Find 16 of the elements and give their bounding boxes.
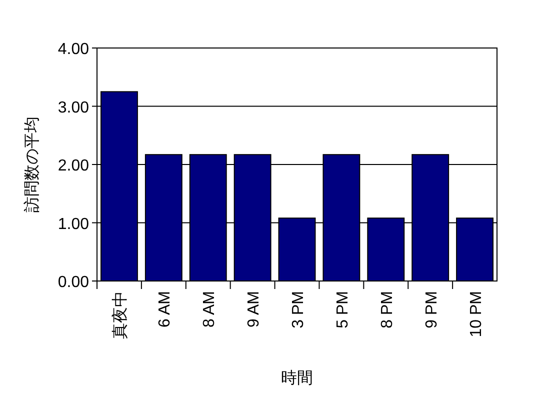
x-tick-label: 9 PM xyxy=(423,291,440,328)
x-tick-label: 6 AM xyxy=(156,291,174,328)
x-tick-label: 9 AM xyxy=(246,291,263,328)
y-tick-label: 2.00 xyxy=(58,158,90,174)
x-tick-label: 10 PM xyxy=(468,291,485,338)
x-tick-label: 8 PM xyxy=(378,291,396,328)
y-axis-title: 訪問数の平均 xyxy=(23,116,41,212)
y-tick-label: 1.00 xyxy=(58,216,90,233)
y-tick-label: 3.00 xyxy=(58,99,90,116)
y-tick-label: 4.00 xyxy=(58,41,90,58)
y-tick-label: 0.00 xyxy=(58,274,90,291)
x-tick-label: 5 PM xyxy=(334,291,352,328)
x-tick-label: 真夜中 xyxy=(111,291,130,339)
x-tick-label: 8 AM xyxy=(201,291,218,328)
x-axis-title: 時間 xyxy=(281,369,313,387)
x-tick-label: 3 PM xyxy=(290,291,307,328)
